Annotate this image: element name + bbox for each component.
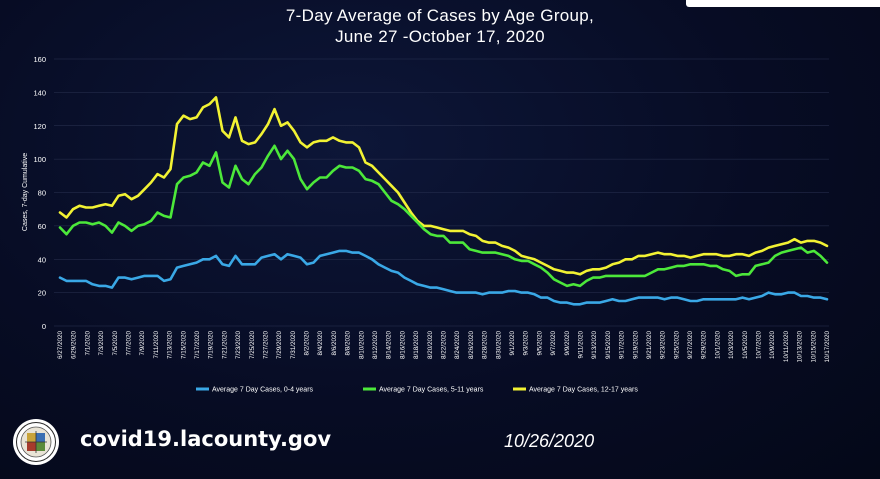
y-tick-label: 60: [38, 222, 46, 231]
chart-title: 7-Day Average of Cases by Age Group, Jun…: [0, 5, 880, 47]
y-tick-label: 100: [33, 155, 46, 164]
series-line: [58, 96, 829, 276]
x-tick-label: 10/7/2020: [756, 331, 763, 360]
x-tick-label: 10/5/2020: [742, 331, 749, 360]
x-tick-label: 7/23/2020: [235, 331, 242, 360]
y-tick-label: 0: [42, 322, 46, 331]
x-tick-label: 8/22/2020: [441, 331, 448, 360]
y-tick-label: 140: [33, 88, 46, 97]
x-tick-label: 9/17/2020: [619, 331, 626, 360]
x-tick-label: 8/20/2020: [427, 331, 434, 360]
y-tick-label: 160: [33, 55, 46, 64]
x-tick-label: 8/12/2020: [372, 331, 379, 360]
x-tick-label: 7/29/2020: [276, 331, 283, 360]
x-tick-label: 7/21/2020: [221, 331, 228, 360]
x-tick-label: 8/30/2020: [495, 331, 502, 360]
x-tick-label: 9/9/2020: [564, 331, 571, 356]
x-tick-label: 10/11/2020: [783, 331, 790, 363]
x-tick-label: 9/15/2020: [605, 331, 612, 360]
x-tick-label: 6/29/2020: [71, 331, 78, 360]
chart-title-line-2: June 27 -October 17, 2020: [335, 27, 545, 46]
y-tick-label: 40: [38, 255, 46, 264]
x-tick-label: 8/6/2020: [331, 331, 338, 356]
y-tick-label: 20: [38, 289, 46, 298]
x-tick-label: 8/16/2020: [399, 331, 406, 360]
x-tick-label: 7/25/2020: [249, 331, 256, 360]
y-tick-label: 120: [33, 122, 46, 131]
x-tick-label: 8/2/2020: [304, 331, 311, 356]
y-tick-label: 80: [38, 189, 46, 198]
x-tick-label: 6/27/2020: [57, 331, 64, 360]
chart-title-line-1: 7-Day Average of Cases by Age Group,: [285, 6, 595, 25]
series-lines: [58, 96, 829, 306]
x-tick-label: 10/9/2020: [769, 331, 776, 360]
y-axis-label: Cases, 7-day Cumulative: [22, 153, 29, 231]
x-tick-label: 8/14/2020: [386, 331, 393, 360]
x-tick-label: 9/5/2020: [536, 331, 543, 356]
x-tick-label: 9/21/2020: [646, 331, 653, 360]
legend-label: Average 7 Day Cases, 0-4 years: [212, 387, 314, 394]
x-tick-label: 8/24/2020: [454, 331, 461, 360]
series-line: [58, 249, 829, 306]
legend-label: Average 7 Day Cases, 12-17 years: [529, 387, 638, 394]
x-tick-label: 8/4/2020: [317, 331, 324, 356]
x-tick-label: 7/1/2020: [84, 331, 91, 356]
x-tick-label: 10/1/2020: [714, 331, 721, 360]
x-tick-label: 7/5/2020: [112, 331, 119, 356]
x-tick-label: 7/27/2020: [262, 331, 269, 360]
x-tick-label: 7/11/2020: [153, 331, 160, 359]
legend: Average 7 Day Cases, 0-4 years Average 7 …: [196, 387, 638, 394]
x-tick-label: 9/13/2020: [591, 331, 598, 360]
x-tick-label: 10/13/2020: [797, 331, 804, 363]
x-tick-label: 10/15/2020: [810, 331, 817, 363]
x-tick-label: 9/3/2020: [523, 331, 530, 356]
x-tick-label: 7/31/2020: [290, 331, 297, 360]
x-axis-ticks: 6/27/2020 6/29/2020 7/1/2020 7/3/2020 7/5/20…: [57, 331, 831, 363]
x-tick-label: 7/17/2020: [194, 331, 201, 360]
y-axis-ticks: 0 20 40 60 80 100 120 140 160: [33, 55, 46, 331]
window-top-edge: [686, 0, 880, 7]
x-tick-label: 7/7/2020: [125, 331, 132, 356]
x-tick-label: 10/3/2020: [728, 331, 735, 360]
x-tick-label: 9/29/2020: [701, 331, 708, 360]
county-seal-icon: [13, 419, 59, 465]
x-tick-label: 9/7/2020: [550, 331, 557, 356]
x-tick-label: 7/9/2020: [139, 331, 146, 356]
legend-label: Average 7 Day Cases, 5-11 years: [379, 387, 484, 394]
x-tick-label: 7/3/2020: [98, 331, 105, 356]
x-tick-label: 9/25/2020: [673, 331, 680, 360]
x-tick-label: 8/10/2020: [358, 331, 365, 360]
x-tick-label: 9/23/2020: [660, 331, 667, 360]
x-tick-label: 8/26/2020: [468, 331, 475, 360]
x-tick-label: 9/1/2020: [509, 331, 516, 356]
x-tick-label: 8/28/2020: [482, 331, 489, 360]
x-tick-label: 9/27/2020: [687, 331, 694, 360]
footer-website: covid19.lacounty.gov: [80, 427, 332, 451]
x-tick-label: 9/19/2020: [632, 331, 639, 360]
series-line: [58, 144, 829, 288]
footer-date: 10/26/2020: [504, 431, 595, 451]
x-tick-label: 8/8/2020: [345, 331, 352, 356]
x-tick-label: 7/13/2020: [167, 331, 174, 360]
x-tick-label: 7/19/2020: [208, 331, 215, 360]
grid-lines: [54, 58, 829, 327]
x-tick-label: 7/15/2020: [180, 331, 187, 360]
x-tick-label: 10/17/2020: [824, 331, 831, 363]
x-tick-label: 8/18/2020: [413, 331, 420, 360]
x-tick-label: 9/11/2020: [577, 331, 584, 359]
